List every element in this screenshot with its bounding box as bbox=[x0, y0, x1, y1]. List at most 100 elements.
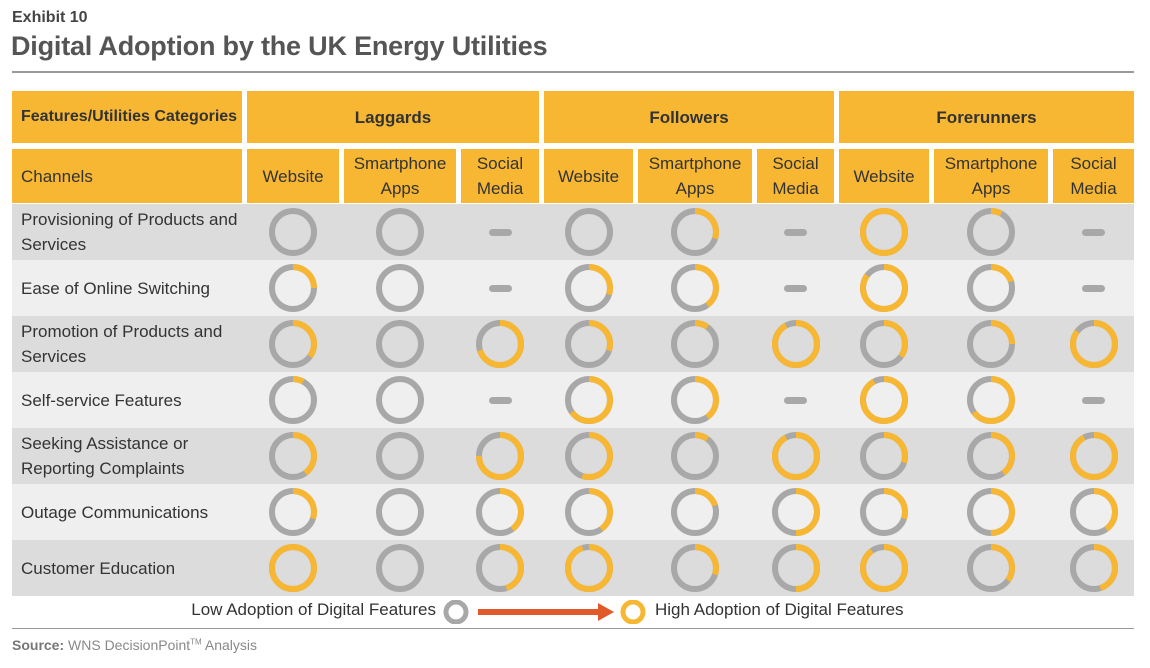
adoption-ring bbox=[461, 428, 539, 484]
adoption-ring bbox=[247, 484, 339, 540]
adoption-ring bbox=[839, 484, 929, 540]
adoption-ring bbox=[247, 428, 339, 484]
ring-icon bbox=[671, 208, 719, 256]
ring-icon bbox=[269, 208, 317, 256]
ring-base bbox=[671, 432, 719, 480]
group-header-forerunners: Forerunners bbox=[839, 91, 1134, 143]
source-text: WNS DecisionPoint bbox=[68, 637, 191, 653]
ring-icon bbox=[967, 208, 1015, 256]
not-applicable-dash bbox=[757, 372, 834, 428]
adoption-ring bbox=[638, 428, 752, 484]
ring-fill bbox=[860, 264, 908, 312]
adoption-ring bbox=[344, 372, 456, 428]
channel-header: Social Media bbox=[461, 149, 539, 203]
ring-icon bbox=[376, 208, 424, 256]
legend-high-label: High Adoption of Digital Features bbox=[655, 600, 904, 619]
adoption-ring bbox=[934, 260, 1048, 316]
adoption-ring bbox=[638, 372, 752, 428]
ring-fill bbox=[564, 320, 613, 368]
source-note: Source: WNS DecisionPointTM Analysis bbox=[12, 637, 257, 653]
adoption-ring bbox=[934, 484, 1048, 540]
ring-fill bbox=[860, 544, 908, 592]
channels-header: Channels bbox=[12, 149, 242, 203]
ring-icon bbox=[860, 432, 908, 480]
ring-icon bbox=[967, 432, 1015, 480]
adoption-ring bbox=[757, 428, 834, 484]
ring-base bbox=[564, 208, 613, 256]
not-applicable-dash bbox=[1053, 260, 1134, 316]
table-row bbox=[12, 204, 1134, 260]
legend-low-ring bbox=[443, 600, 469, 624]
adoption-ring bbox=[638, 204, 752, 260]
table-row bbox=[12, 484, 1134, 540]
not-applicable-dash bbox=[461, 260, 539, 316]
dash-mark bbox=[1082, 284, 1105, 292]
ring-icon bbox=[564, 544, 613, 592]
adoption-ring bbox=[544, 316, 633, 372]
ring-icon bbox=[967, 488, 1015, 536]
ring-fill bbox=[1069, 544, 1118, 592]
channel-header: Website bbox=[544, 149, 633, 203]
group-header-laggards: Laggards bbox=[247, 91, 539, 143]
feature-label: Outage Communications bbox=[21, 502, 209, 522]
adoption-ring bbox=[344, 540, 456, 596]
adoption-ring bbox=[1053, 316, 1134, 372]
adoption-ring bbox=[544, 204, 633, 260]
adoption-ring bbox=[1053, 484, 1134, 540]
ring-base bbox=[376, 320, 424, 368]
ring-icon bbox=[671, 376, 719, 424]
ring-fill bbox=[671, 432, 719, 480]
source-tm: TM bbox=[190, 637, 202, 647]
not-applicable-dash bbox=[1053, 204, 1134, 260]
ring-icon bbox=[1069, 320, 1118, 368]
ring-fill bbox=[476, 432, 524, 480]
feature-label: Seeking Assistance or Reporting Complain… bbox=[21, 434, 189, 478]
feature-label: Provisioning of Products and Services bbox=[21, 210, 238, 254]
not-applicable-dash bbox=[461, 372, 539, 428]
ring-icon bbox=[376, 376, 424, 424]
adoption-ring bbox=[839, 428, 929, 484]
adoption-ring bbox=[247, 260, 339, 316]
ring-icon bbox=[564, 208, 613, 256]
ring-icon bbox=[860, 320, 908, 368]
adoption-ring bbox=[247, 316, 339, 372]
not-applicable-dash bbox=[1053, 372, 1134, 428]
adoption-ring bbox=[934, 372, 1048, 428]
ring-fill bbox=[564, 544, 613, 592]
ring-fill bbox=[564, 264, 613, 312]
adoption-ring bbox=[461, 484, 539, 540]
ring-icon bbox=[860, 376, 908, 424]
legend-high-ring bbox=[620, 600, 646, 624]
channel-header: Social Media bbox=[757, 149, 834, 203]
ring-icon bbox=[771, 544, 820, 592]
dash-mark bbox=[784, 228, 807, 236]
adoption-ring bbox=[344, 204, 456, 260]
adoption-ring bbox=[757, 316, 834, 372]
ring-fill bbox=[564, 488, 613, 536]
dash-mark bbox=[488, 284, 512, 292]
ring-icon bbox=[671, 432, 719, 480]
ring-fill bbox=[860, 208, 908, 256]
ring-fill bbox=[771, 432, 820, 480]
ring-icon bbox=[476, 320, 524, 368]
adoption-ring bbox=[344, 484, 456, 540]
ring-icon bbox=[860, 488, 908, 536]
ring-fill bbox=[671, 488, 719, 536]
ring-icon bbox=[671, 544, 719, 592]
channel-header: Social Media bbox=[1053, 149, 1134, 203]
not-applicable-dash bbox=[461, 204, 539, 260]
ring-icon bbox=[564, 488, 613, 536]
ring-icon bbox=[1069, 544, 1118, 592]
ring-icon bbox=[671, 320, 719, 368]
adoption-ring bbox=[247, 204, 339, 260]
ring-icon bbox=[967, 264, 1015, 312]
ring-icon bbox=[860, 264, 908, 312]
ring-base bbox=[967, 208, 1015, 256]
ring-fill bbox=[564, 376, 613, 424]
ring-icon bbox=[1069, 432, 1118, 480]
ring-fill bbox=[476, 488, 524, 536]
feature-label: Ease of Online Switching bbox=[21, 278, 210, 298]
ring-icon bbox=[269, 488, 317, 536]
ring-fill bbox=[1069, 432, 1118, 480]
adoption-ring bbox=[638, 316, 752, 372]
